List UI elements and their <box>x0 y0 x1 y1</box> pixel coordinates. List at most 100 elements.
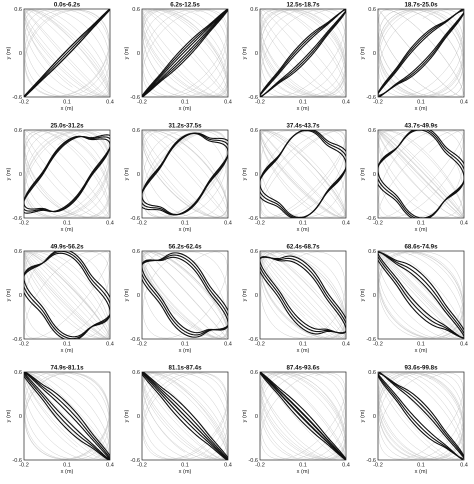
y-axis-label: y (m) <box>242 410 248 423</box>
panel-15: 87.4s-93.6s -0.2 0.1 0.4 0.6 0 -0.6 x (m) y (m) <box>242 365 350 476</box>
y-tick-label: -0.6 <box>130 458 140 464</box>
y-axis-label: y (m) <box>242 289 248 302</box>
panel-title: 49.9s-56.2s <box>50 244 84 251</box>
y-tick-label: 0.6 <box>132 370 140 376</box>
x-tick-label: 0.1 <box>63 463 71 469</box>
trajectory-loop <box>142 132 228 216</box>
trajectory-loop <box>142 372 228 460</box>
x-tick-label: -0.2 <box>19 100 29 106</box>
x-tick-label: 0.1 <box>181 463 189 469</box>
history-trace <box>378 130 464 218</box>
trajectory-loop <box>260 130 346 218</box>
history-trace <box>142 251 228 339</box>
y-axis-label: y (m) <box>360 47 366 60</box>
x-tick-label: 0.1 <box>181 342 189 348</box>
trajectory-loop <box>142 372 228 460</box>
panel-8: 43.7s-49.9s -0.2 0.1 0.4 0.6 0 -0.6 x (m) y (m) <box>360 123 468 234</box>
y-tick-label: 0 <box>255 414 258 420</box>
x-tick-label: 0.4 <box>106 100 114 106</box>
y-tick-label: -0.6 <box>366 216 376 222</box>
plot-area <box>377 8 465 98</box>
y-tick-label: 0.6 <box>250 128 258 134</box>
trajectory-loop <box>24 135 110 213</box>
panel-5: 25.0s-31.2s -0.2 0.1 0.4 0.6 0 -0.6 x (m) y (m) <box>6 123 114 234</box>
y-tick-label: 0.6 <box>250 7 258 13</box>
x-tick-label: 0.4 <box>224 100 232 106</box>
plot-area <box>141 250 229 340</box>
x-tick-label: -0.2 <box>19 221 29 227</box>
y-tick-label: -0.6 <box>12 337 22 343</box>
panel-14: 81.1s-87.4s -0.2 0.1 0.4 0.6 0 -0.6 x (m) y (m) <box>124 365 232 476</box>
plot-area <box>377 129 465 219</box>
x-tick-label: 0.4 <box>342 463 350 469</box>
y-tick-label: 0.6 <box>368 128 376 134</box>
x-tick-label: 0.4 <box>460 100 468 106</box>
y-axis-label: y (m) <box>6 410 12 423</box>
trajectory-loop <box>260 9 346 97</box>
x-tick-label: 0.1 <box>181 221 189 227</box>
trajectory-loop <box>378 251 464 339</box>
trajectory-loop <box>378 10 464 96</box>
panel-title: 81.1s-87.4s <box>168 365 202 372</box>
y-tick-label: 0.6 <box>368 7 376 13</box>
y-tick-label: -0.6 <box>130 216 140 222</box>
x-tick-label: 0.1 <box>299 100 307 106</box>
trajectory-loop <box>142 132 228 216</box>
trajectory-loop <box>24 372 110 460</box>
history-trace <box>378 9 464 97</box>
trajectory-loop <box>24 372 110 460</box>
x-tick-label: 0.1 <box>417 463 425 469</box>
x-tick-label: -0.2 <box>137 100 147 106</box>
trajectory-loop <box>24 252 110 338</box>
x-tick-label: -0.2 <box>19 463 29 469</box>
panel-6: 31.2s-37.5s -0.2 0.1 0.4 0.6 0 -0.6 x (m) y (m) <box>124 123 232 234</box>
x-axis-label: x (m) <box>297 348 310 354</box>
y-axis-label: y (m) <box>6 168 12 181</box>
x-axis-label: x (m) <box>179 348 192 354</box>
x-tick-label: -0.2 <box>255 463 265 469</box>
y-tick-label: 0 <box>373 293 376 299</box>
y-tick-label: 0 <box>373 172 376 178</box>
trajectory-loop <box>378 251 464 339</box>
trajectory-loop <box>142 9 228 97</box>
y-axis-label: y (m) <box>124 289 130 302</box>
y-tick-label: 0.6 <box>14 128 22 134</box>
x-axis-label: x (m) <box>415 106 428 112</box>
x-axis-label: x (m) <box>297 469 310 475</box>
y-axis-label: y (m) <box>360 168 366 181</box>
y-axis-label: y (m) <box>242 168 248 181</box>
y-tick-label: -0.6 <box>366 458 376 464</box>
y-tick-label: 0.6 <box>14 7 22 13</box>
y-tick-label: -0.6 <box>130 337 140 343</box>
trajectory-loop <box>24 9 110 97</box>
x-axis-label: x (m) <box>179 106 192 112</box>
y-tick-label: -0.6 <box>248 337 258 343</box>
trajectory-loop <box>378 251 464 339</box>
x-tick-label: 0.1 <box>299 221 307 227</box>
y-axis-label: y (m) <box>360 410 366 423</box>
y-tick-label: -0.6 <box>366 95 376 101</box>
trajectory-loop <box>24 9 110 97</box>
x-tick-label: -0.2 <box>373 100 383 106</box>
history-trace <box>260 372 346 460</box>
x-tick-label: 0.1 <box>417 100 425 106</box>
x-axis-label: x (m) <box>297 227 310 233</box>
x-tick-label: -0.2 <box>255 342 265 348</box>
y-axis-label: y (m) <box>242 47 248 60</box>
x-tick-label: 0.4 <box>106 342 114 348</box>
panel-4: 18.7s-25.0s -0.2 0.1 0.4 0.6 0 -0.6 x (m) y (m) <box>360 2 468 113</box>
y-tick-label: 0 <box>373 51 376 57</box>
y-tick-label: -0.6 <box>12 95 22 101</box>
y-tick-label: 0 <box>255 172 258 178</box>
panel-7: 37.4s-43.7s -0.2 0.1 0.4 0.6 0 -0.6 x (m) y (m) <box>242 123 350 234</box>
y-axis-label: y (m) <box>360 289 366 302</box>
panel-title: 25.0s-31.2s <box>50 123 84 130</box>
y-tick-label: 0 <box>255 51 258 57</box>
plot-area <box>259 8 347 98</box>
y-tick-label: -0.6 <box>12 216 22 222</box>
panel-3: 12.5s-18.7s -0.2 0.1 0.4 0.6 0 -0.6 x (m) y (m) <box>242 2 350 113</box>
plot-area <box>259 129 347 219</box>
trajectory-loop <box>24 251 110 339</box>
y-tick-label: 0.6 <box>14 249 22 255</box>
